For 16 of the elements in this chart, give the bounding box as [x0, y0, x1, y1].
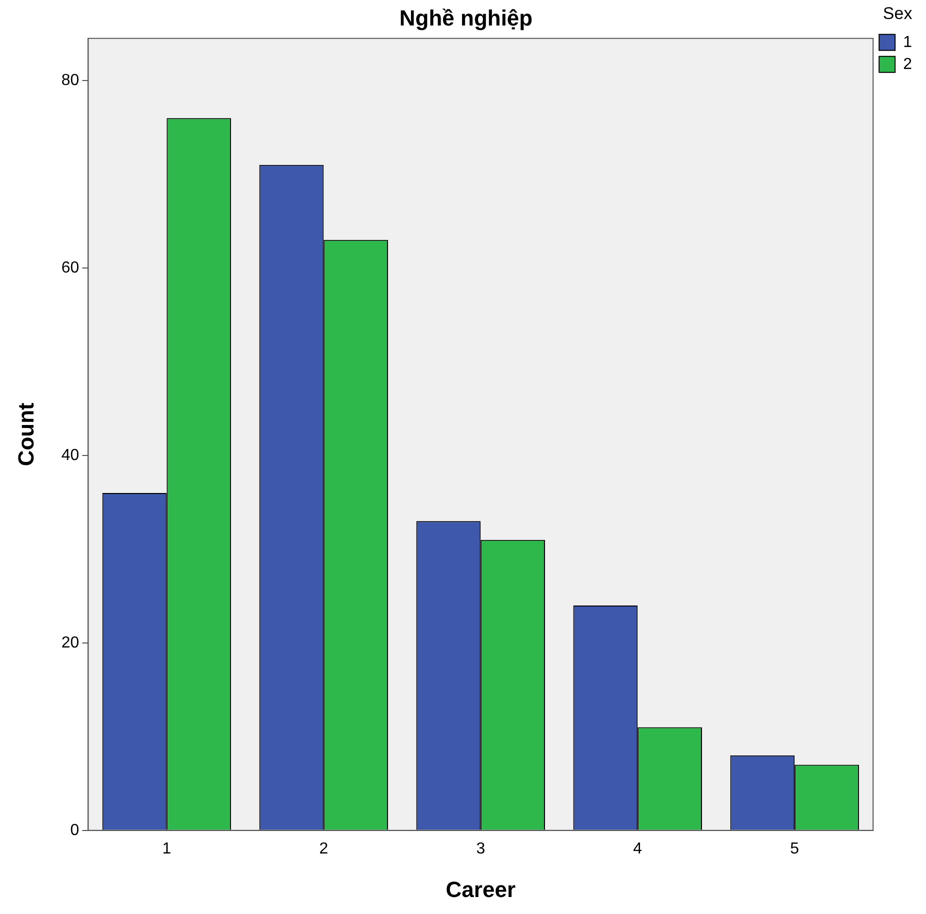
x-tick-label: 5	[790, 840, 800, 858]
chart-title: Nghề nghiệp	[399, 5, 533, 30]
x-tick-label: 1	[162, 840, 172, 858]
x-tick-label: 3	[476, 840, 486, 858]
x-tick-label: 2	[319, 840, 328, 858]
y-tick-label: 80	[61, 72, 80, 89]
y-tick-label: 20	[61, 634, 80, 652]
y-tick-label: 40	[61, 446, 80, 464]
legend-label: 2	[903, 56, 912, 73]
y-tick-label: 0	[70, 822, 80, 839]
legend-title: Sex	[882, 4, 913, 24]
y-axis-title: Count	[13, 402, 38, 466]
x-tick-label: 4	[633, 840, 642, 858]
legend-label: 1	[903, 34, 912, 51]
x-axis-title: Career	[446, 876, 516, 902]
y-tick-label: 60	[61, 259, 80, 276]
